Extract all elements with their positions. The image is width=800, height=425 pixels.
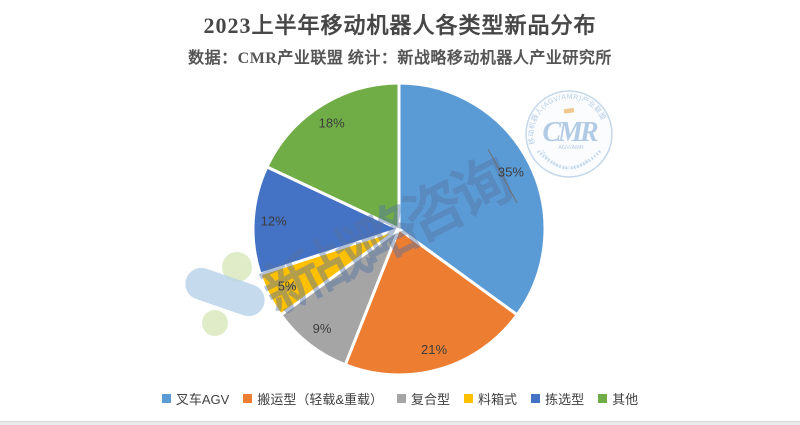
legend-item-composite: 复合型	[397, 389, 450, 408]
pie-slice-1	[343, 227, 519, 377]
chart-title: 2023上半年移动机器人各类型新品分布	[203, 13, 597, 38]
legend-swatch-icon	[397, 394, 407, 403]
legend-label: 拣选型	[545, 392, 585, 407]
cmr-seal-watermark: 移动机器人(AGV/AMR)产业联盟 CMR AGV/AMR Mobile Ro…	[525, 90, 613, 178]
chart-legend: 叉车AGV 搬运型（轻载&重载） 复合型 料箱式 拣选型 其他	[0, 389, 800, 408]
legend-label: 其他	[612, 392, 639, 407]
slice-percent-label-5: 18%	[319, 116, 345, 131]
seal-sub-text: AGV/AMR	[558, 145, 583, 151]
legend-item-forklift-agv: 叉车AGV	[161, 389, 230, 408]
legend-swatch-icon	[531, 394, 541, 403]
window-bottom-edge	[0, 421, 800, 425]
legend-item-tote: 料箱式	[464, 389, 517, 408]
legend-label: 复合型	[411, 392, 451, 407]
pie-slice-2	[279, 227, 401, 367]
seal-orange-accent	[563, 107, 575, 114]
slice-percent-label-0: 35%	[498, 165, 524, 180]
green-blob-small-icon	[202, 310, 228, 336]
slice-percent-label-3: 5%	[278, 279, 297, 294]
seal-outer-ring	[525, 90, 613, 178]
legend-item-transport: 搬运型（轻载&重载）	[243, 389, 383, 408]
legend-item-picking: 拣选型	[531, 389, 584, 408]
legend-swatch-icon	[243, 394, 253, 403]
chart-subtitle: 数据：CMR产业联盟 统计：新战略移动机器人产业研究所	[188, 50, 612, 67]
seal-cmr-text: CMR	[542, 117, 598, 148]
legend-item-other: 其他	[598, 389, 638, 408]
legend-swatch-icon	[464, 394, 474, 403]
legend-label: 叉车AGV	[175, 392, 230, 407]
slice-percent-label-4: 12%	[261, 214, 287, 229]
chart-header: 2023上半年移动机器人各类型新品分布 数据：CMR产业联盟 统计：新战略移动机…	[0, 8, 800, 68]
legend-label: 料箱式	[478, 392, 518, 407]
legend-swatch-icon	[598, 394, 608, 403]
pie-slice-5	[265, 81, 401, 231]
pie-slice-4	[251, 165, 401, 276]
label-leader-line	[487, 148, 518, 204]
slice-percent-label-2: 9%	[313, 321, 332, 336]
slice-percent-label-1: 21%	[421, 342, 447, 357]
pie-slice-0	[397, 81, 547, 317]
legend-swatch-icon	[161, 394, 171, 403]
legend-label: 搬运型（轻载&重载）	[257, 392, 384, 407]
